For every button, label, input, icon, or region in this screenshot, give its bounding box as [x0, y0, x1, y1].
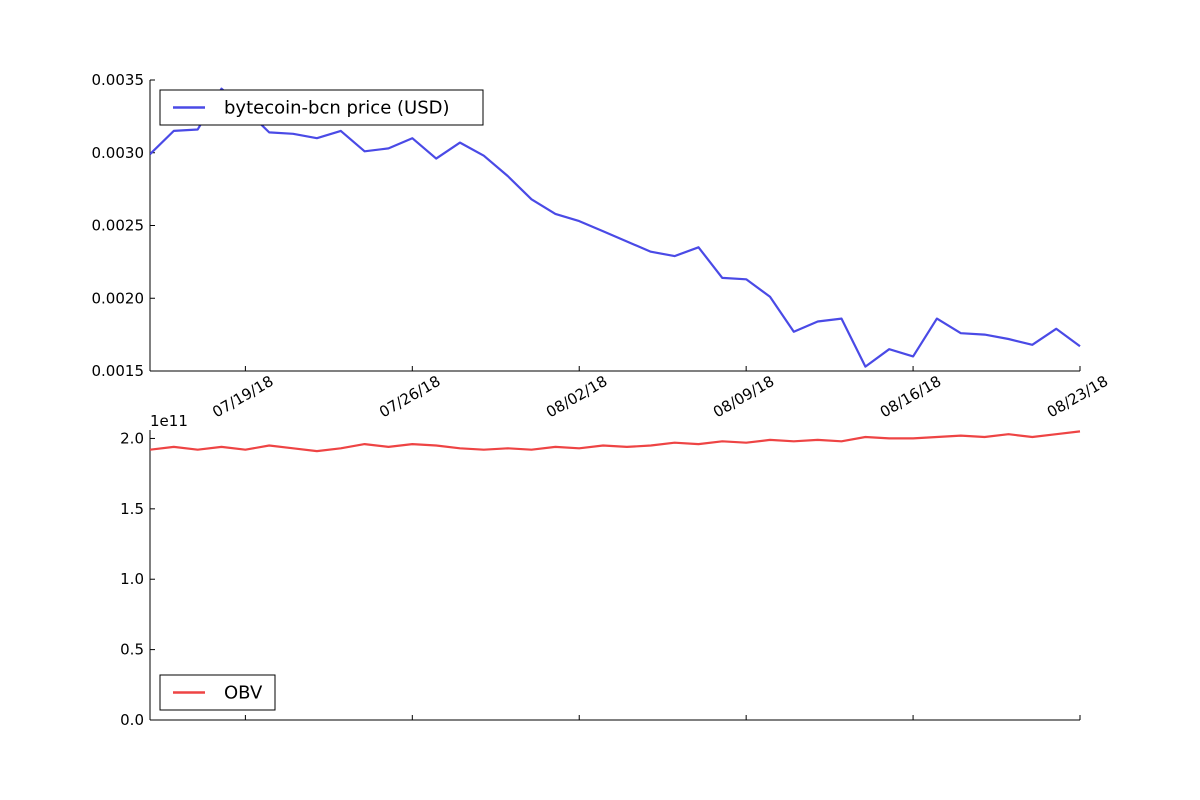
obv-series-line — [150, 430, 1081, 453]
obv-chart: 0.0 0.5 1.0 1.5 2.0 1e11 OBV — [120, 412, 1081, 729]
obv-y-tick-label: 0.0 — [120, 711, 144, 729]
obv-y-multiplier: 1e11 — [150, 412, 188, 430]
price-y-tick-label: 0.0025 — [92, 217, 145, 235]
obv-y-tick-label: 2.0 — [120, 429, 144, 447]
obv-y-tick-label: 1.5 — [120, 500, 144, 518]
price-legend-label: bytecoin-bcn price (USD) — [224, 98, 450, 119]
price-legend-box — [159, 89, 484, 126]
price-y-tick-label: 0.0015 — [92, 362, 145, 380]
price-y-tick-label: 0.0030 — [92, 144, 145, 162]
price-y-tick-label: 0.0020 — [92, 289, 145, 307]
price-series-line — [150, 87, 1081, 368]
obv-legend-label: OBV — [224, 683, 263, 704]
price-y-tick-label: 0.0035 — [92, 71, 145, 89]
obv-y-tick-label: 1.0 — [120, 570, 144, 588]
obv-y-tick-label: 0.5 — [120, 641, 144, 659]
